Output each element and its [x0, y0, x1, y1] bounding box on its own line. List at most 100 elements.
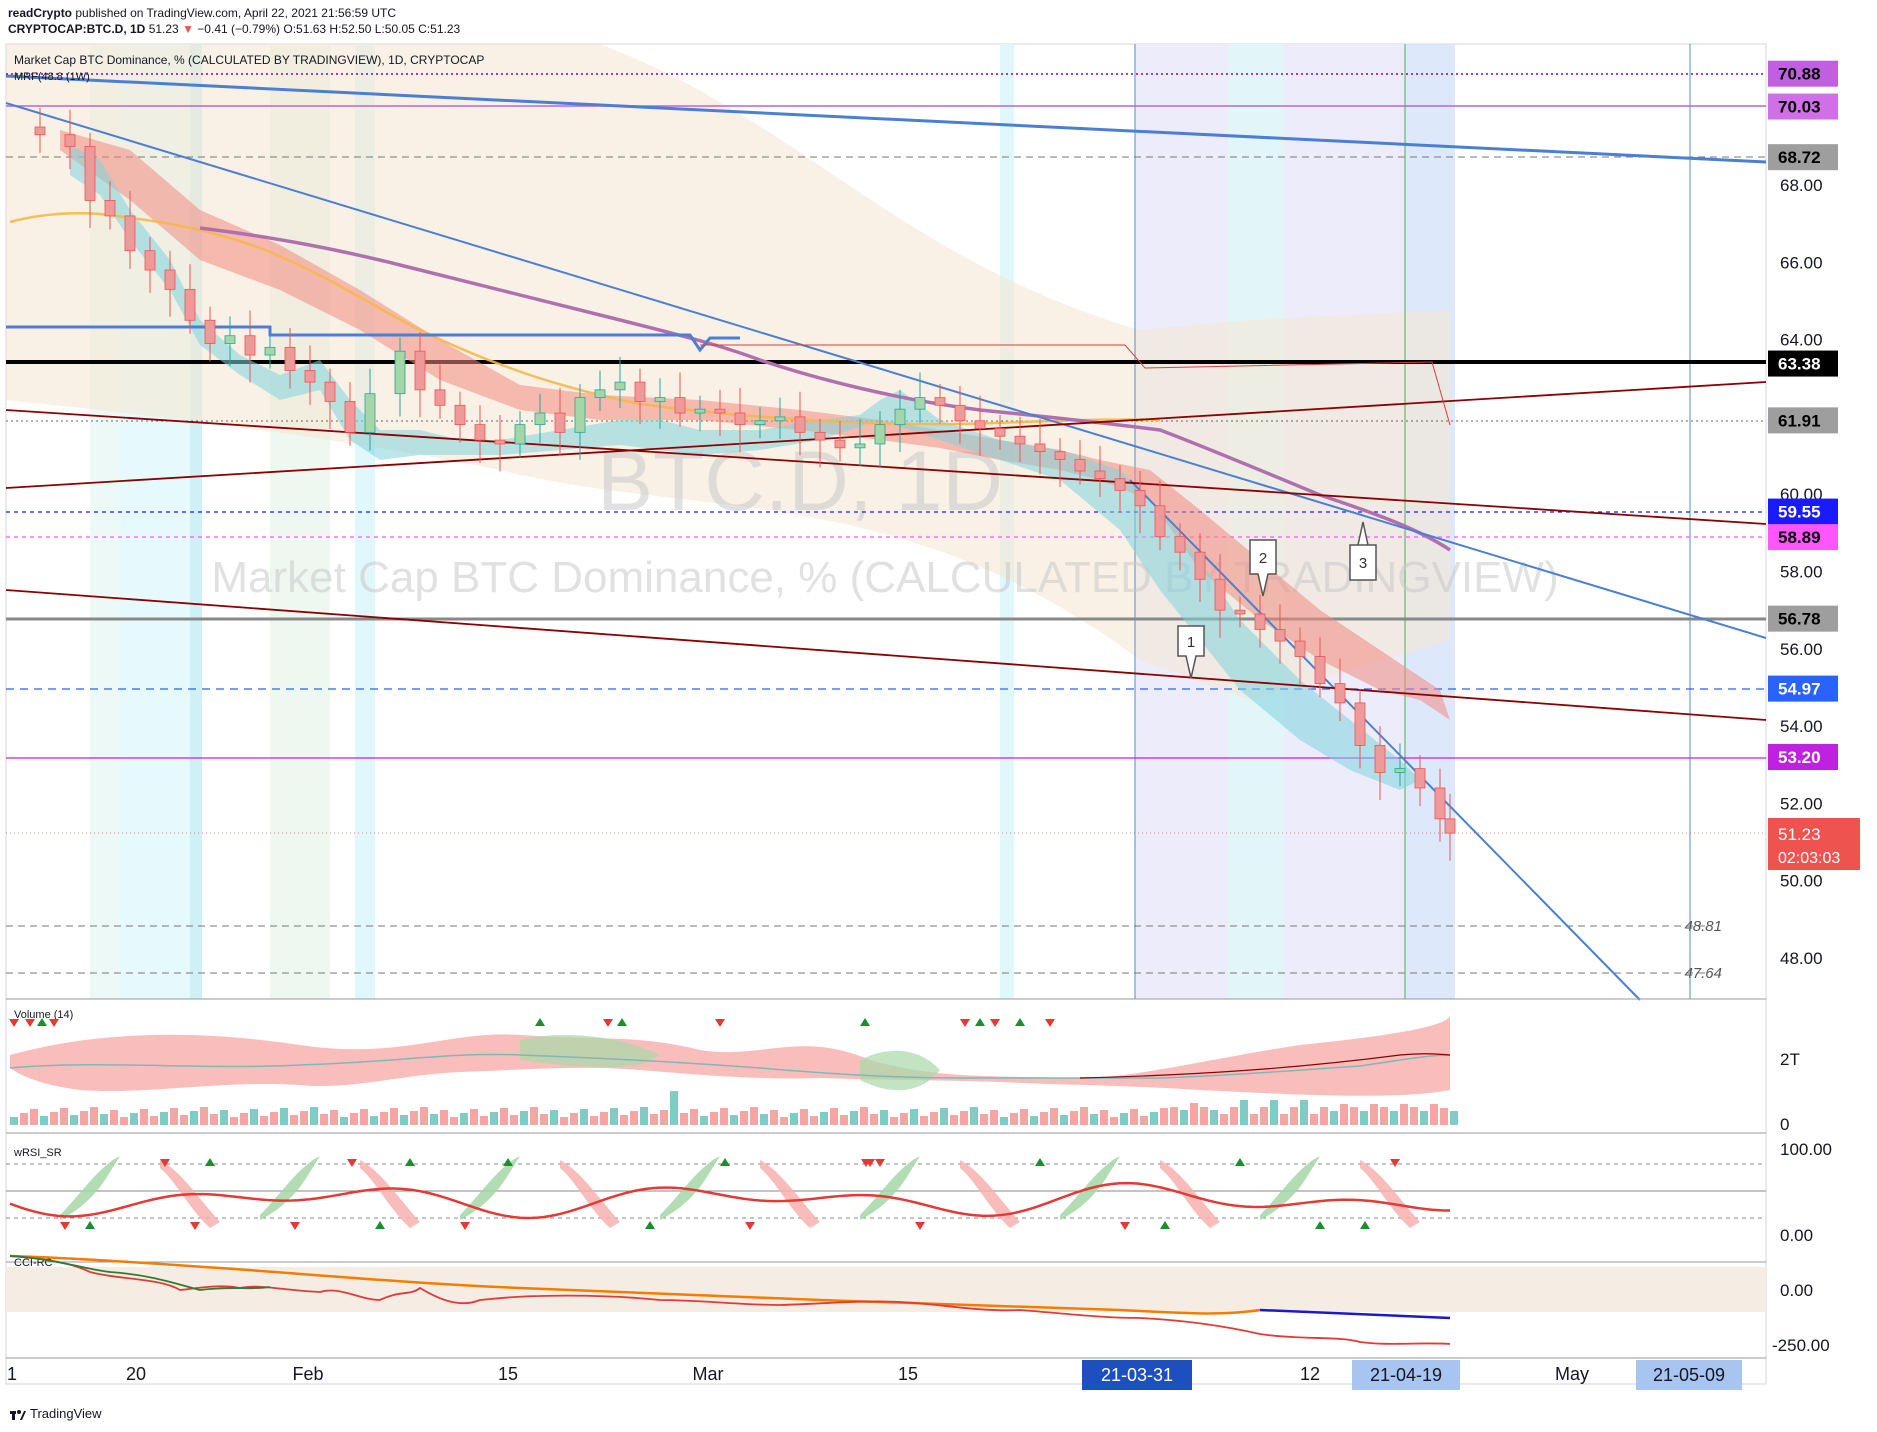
volume-bar	[1080, 1107, 1088, 1125]
candle	[1074, 440, 1086, 485]
up-arrow-icon	[503, 1158, 513, 1166]
candle	[714, 389, 726, 436]
legend-indicator: MRF(48.8 (1W)	[14, 71, 90, 83]
cci-orange-line	[9, 1254, 1261, 1315]
symbol-name: CRYPTOCAP:BTC.D, 1D	[8, 22, 146, 36]
volume-bar	[1290, 1107, 1298, 1125]
volume-cloud-green-2	[860, 1050, 940, 1091]
down-arrow-icon	[160, 1159, 170, 1167]
down-arrow-icon	[9, 1019, 19, 1027]
wave-label-3: 2	[1249, 539, 1277, 597]
time-highlight: 21-03-31	[1082, 1360, 1192, 1390]
candle	[324, 368, 336, 429]
candle	[1094, 445, 1106, 497]
down-arrow-icon	[290, 1222, 300, 1230]
rsi-wave	[360, 1160, 420, 1228]
last-price-text: 51.23	[148, 22, 179, 36]
candle	[574, 384, 586, 460]
volume-bar	[1400, 1104, 1408, 1125]
volume-bar	[440, 1110, 448, 1125]
price-marker: 68.72	[1768, 144, 1838, 171]
volume-bar	[510, 1115, 518, 1125]
watermark-name: Market Cap BTC Dominance, % (CALCULATED …	[211, 553, 1558, 602]
volume-bar	[680, 1113, 688, 1125]
volume-bar	[790, 1113, 798, 1125]
down-arrow-icon	[715, 1019, 725, 1027]
rsi-wave	[860, 1156, 920, 1220]
price-tick: 66.00	[1780, 253, 1823, 272]
up-arrow-icon	[535, 1018, 545, 1026]
down-arrow-icon	[25, 1019, 35, 1027]
candle	[474, 405, 486, 463]
candle	[1034, 418, 1046, 475]
down-arrow-icon	[347, 1159, 357, 1167]
volume-bar	[890, 1117, 898, 1125]
volume-bar	[1390, 1111, 1398, 1125]
volume-bar	[710, 1112, 718, 1125]
volume-bar	[840, 1115, 848, 1125]
rsi-wave	[260, 1156, 320, 1220]
candle	[554, 387, 566, 456]
volume-bar	[1090, 1114, 1098, 1125]
candle	[1394, 743, 1406, 787]
volume-bar	[700, 1116, 708, 1125]
volume-bar	[1430, 1104, 1438, 1125]
volume-bar	[660, 1110, 668, 1125]
price-marker: 54.97	[1768, 675, 1838, 702]
candle	[104, 181, 116, 230]
candle	[1314, 637, 1326, 698]
volume-bar	[870, 1114, 878, 1125]
up-arrow-icon	[1235, 1158, 1245, 1166]
time-axis[interactable]: 1 20 Feb 15 Mar 15 12 May 21-03-31 21-04-19 21-05-…	[7, 1360, 1742, 1390]
volume-bar	[80, 1111, 88, 1125]
volume-bar	[190, 1111, 198, 1125]
volume-bar	[780, 1117, 788, 1125]
volume-bar	[450, 1117, 458, 1125]
volume-bar	[270, 1112, 278, 1125]
volume-bar	[290, 1115, 298, 1125]
volume-bar	[1340, 1104, 1348, 1125]
up-arrow-icon	[645, 1221, 655, 1229]
volume-bar	[320, 1114, 328, 1125]
volume-bar	[1230, 1107, 1238, 1125]
price-tick: 48.00	[1780, 949, 1823, 968]
candle	[1134, 471, 1146, 534]
last-price-value: 51.23	[1778, 825, 1821, 844]
candle	[1174, 523, 1186, 571]
candle	[1114, 465, 1126, 514]
volume-bar	[530, 1107, 538, 1125]
cci-red-line	[9, 1255, 1451, 1345]
volume-bar	[1320, 1107, 1328, 1125]
volume-bar	[1330, 1111, 1338, 1125]
tradingview-logo[interactable]: TradingView	[10, 1406, 102, 1421]
volume-bar	[570, 1113, 578, 1125]
volume-bar	[1370, 1104, 1378, 1125]
svg-text:2: 2	[1259, 550, 1267, 567]
volume-ma-line-red	[1079, 1053, 1451, 1079]
down-arrow-icon	[190, 1222, 200, 1230]
volume-bar	[1440, 1108, 1448, 1125]
volume-bar	[230, 1117, 238, 1125]
volume-bar	[640, 1107, 648, 1125]
candle	[594, 370, 606, 412]
price-axis[interactable]: 68.0066.0064.0060.0058.0056.0054.0052.00…	[1780, 176, 1823, 968]
candle	[754, 407, 766, 439]
svg-text:70.03: 70.03	[1778, 98, 1821, 117]
volume-bar	[590, 1116, 598, 1125]
up-arrow-icon	[375, 1221, 385, 1229]
volume-bar	[120, 1117, 128, 1125]
volume-bar	[1000, 1117, 1008, 1125]
candle	[1294, 627, 1306, 684]
volume-bar	[1140, 1116, 1148, 1125]
candle	[454, 391, 466, 443]
candle	[1434, 768, 1446, 842]
volume-bar	[370, 1116, 378, 1125]
candle	[414, 331, 426, 418]
rsi-tick-0: 0.00	[1780, 1226, 1813, 1245]
volume-bar	[1270, 1100, 1278, 1125]
down-arrow-icon	[915, 1222, 925, 1230]
svg-text:59.55: 59.55	[1778, 503, 1821, 522]
candle	[224, 316, 236, 367]
price-tick: 64.00	[1780, 331, 1823, 350]
